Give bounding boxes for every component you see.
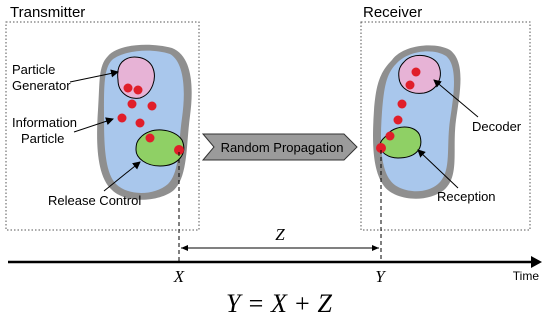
- arriving-particle: [376, 143, 386, 153]
- information-particle: [117, 113, 127, 123]
- information-particle-label-line1: Information: [12, 115, 77, 130]
- release-control-pointer: [103, 161, 141, 192]
- information-particle: [133, 85, 143, 95]
- particle-generator-label: Particle Generator: [12, 62, 71, 93]
- received-particle: [397, 99, 407, 109]
- information-particle-label: Information Particle: [12, 115, 81, 146]
- received-particle: [385, 131, 395, 141]
- released-particle: [174, 145, 184, 155]
- y-label: Y: [375, 267, 386, 286]
- random-propagation-label: Random Propagation: [221, 140, 344, 155]
- information-particle: [135, 118, 145, 128]
- x-label: X: [173, 267, 185, 286]
- reception-pointer: [417, 149, 459, 189]
- receiver-title: Receiver: [363, 4, 422, 21]
- random-propagation-arrow: Random Propagation: [201, 133, 358, 161]
- information-particle: [145, 133, 155, 143]
- information-particle: [147, 101, 157, 111]
- time-axis-arrowhead: [531, 256, 542, 268]
- information-particle-label-line2: Particle: [21, 131, 64, 146]
- propagation-arrow-shape: [201, 133, 358, 161]
- time-axis-label: Time: [513, 269, 540, 283]
- information-particle: [127, 99, 137, 109]
- particle-generator-label-line1: Particle: [12, 62, 55, 77]
- transmitter-title: Transmitter: [10, 4, 85, 21]
- decoded-particle: [411, 67, 421, 77]
- equation: Y = X + Z: [226, 289, 332, 318]
- release-control-label: Release Control: [48, 193, 141, 208]
- receiver-box: [360, 21, 531, 231]
- received-particle: [393, 115, 403, 125]
- information-particle: [123, 83, 133, 93]
- receiver-group: Receiver Decoder Reception: [360, 4, 531, 231]
- reception-label: Reception: [437, 189, 496, 204]
- transmitter-box: [5, 21, 200, 231]
- z-label: Z: [275, 225, 285, 244]
- decoder-pointer: [433, 79, 479, 118]
- particle-generator-label-line2: Generator: [12, 78, 71, 93]
- decoded-particle: [405, 80, 415, 90]
- transmitter-group: Transmitter Particle Generator Informati…: [5, 4, 200, 231]
- information-particle-pointer: [73, 117, 114, 133]
- decoder-label: Decoder: [472, 119, 522, 134]
- timeline: Z Time X Y Y = X + Z: [8, 150, 542, 318]
- particle-generator-pointer: [69, 69, 119, 83]
